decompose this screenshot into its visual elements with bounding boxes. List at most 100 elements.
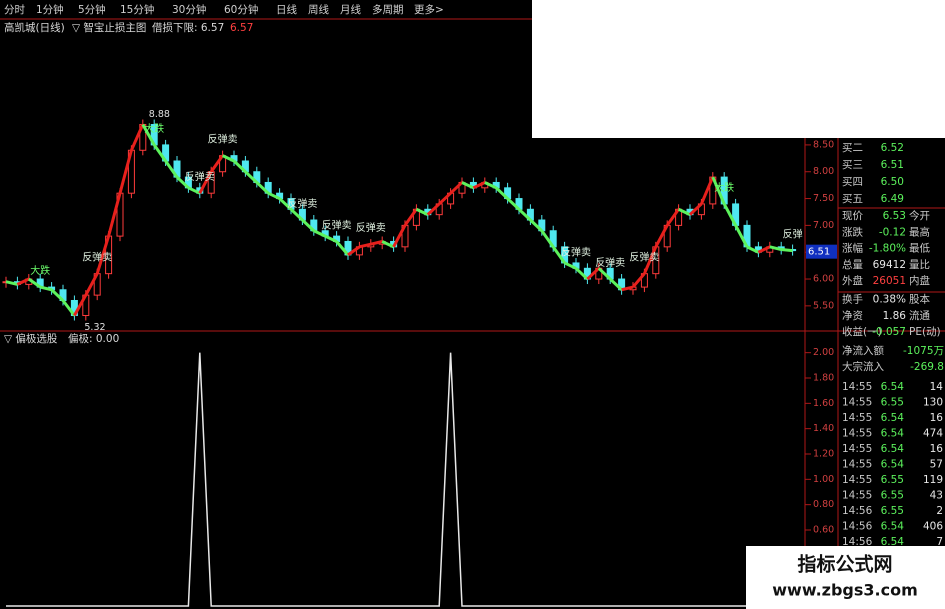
toolbar-tab[interactable]: 月线	[340, 3, 361, 16]
trade-volume: 57	[930, 459, 943, 471]
trend-line	[449, 181, 464, 195]
trend-line	[232, 159, 247, 173]
signal-label: 反弹卖	[287, 197, 317, 210]
trend-line	[472, 181, 486, 190]
trend-line	[643, 246, 658, 275]
trend-line	[438, 192, 452, 206]
toolbar-tab[interactable]: 5分钟	[78, 3, 106, 16]
signal-label: 反弹卖	[356, 221, 386, 234]
flow-value: -269.8	[910, 361, 944, 373]
stat-label: 涨跌	[842, 225, 863, 238]
toolbar-tab[interactable]: 分时	[4, 4, 25, 16]
toolbar-tab[interactable]: 30分钟	[172, 3, 206, 16]
flow-label: 大宗流入	[842, 360, 884, 373]
trend-line	[506, 197, 521, 211]
trade-price: 6.55	[881, 490, 904, 502]
trend-line	[175, 176, 190, 189]
trade-volume: 16	[930, 443, 944, 455]
trade-time: 14:55	[842, 443, 872, 455]
signal-label: 反弹卖	[595, 256, 625, 269]
trend-line	[39, 285, 52, 292]
trend-line	[5, 280, 18, 286]
signal-label: 大跌	[30, 264, 50, 277]
toolbar-tab[interactable]: 多周期	[372, 3, 404, 16]
trend-line	[654, 224, 669, 248]
indicator-value: 偏极: 0.00	[68, 332, 119, 345]
trade-price: 6.54	[881, 412, 905, 424]
trade-volume: 474	[923, 428, 943, 440]
trade-price: 6.54	[881, 443, 905, 455]
trade-volume: 119	[923, 474, 943, 486]
trend-line	[495, 186, 509, 200]
trade-time: 14:55	[842, 428, 872, 440]
trend-line	[597, 267, 612, 281]
trade-volume: 14	[930, 381, 944, 393]
stat-value: 1.86	[883, 310, 907, 322]
trend-line	[61, 299, 76, 317]
stat-label: 量比	[909, 258, 930, 271]
trend-line	[84, 272, 99, 296]
toolbar-tab[interactable]: 周线	[308, 3, 329, 16]
bid-price: 6.50	[881, 176, 904, 188]
toolbar-tab[interactable]: 日线	[276, 3, 297, 16]
y-tick-label: 1.40	[813, 423, 834, 434]
stat-label: PE(动)	[909, 326, 941, 338]
trend-line	[665, 208, 680, 227]
y-tick-label: 1.00	[813, 474, 834, 485]
stat-value: -0.12	[879, 226, 906, 238]
trend-line	[403, 208, 418, 227]
stat-value: 69412	[873, 259, 906, 271]
trade-time: 14:56	[842, 521, 873, 533]
trend-line	[27, 277, 42, 289]
toolbar-tab[interactable]: 60分钟	[224, 3, 258, 16]
trend-line	[574, 267, 589, 281]
stat-value: 6.53	[883, 210, 906, 222]
trend-line	[347, 245, 361, 257]
stop-label: 借损下限: 6.57	[152, 21, 224, 34]
trend-line	[244, 170, 258, 184]
trend-line	[221, 154, 235, 163]
trend-line	[335, 240, 350, 256]
trend-line	[586, 267, 600, 281]
y-tick-label: 5.50	[813, 300, 834, 311]
y-tick-label: 1.80	[813, 373, 834, 384]
blank-area	[532, 0, 945, 138]
stat-label: 最高	[909, 225, 930, 238]
toolbar-tab[interactable]: 1分钟	[36, 3, 64, 16]
y-tick-label: 8.50	[813, 139, 834, 150]
trend-line	[152, 144, 167, 162]
trend-line	[16, 277, 30, 286]
flow-value: -1075万	[903, 345, 944, 357]
trend-line	[324, 234, 338, 243]
trend-line	[73, 294, 88, 317]
stat-label: 外盘	[842, 274, 863, 287]
trend-line	[289, 208, 304, 222]
trade-volume: 7	[936, 536, 943, 548]
trend-line	[209, 154, 224, 173]
bid-price: 6.52	[881, 142, 904, 154]
trend-line	[609, 277, 623, 291]
signal-label: 反弹	[783, 228, 803, 241]
signal-label: 大跌	[714, 181, 734, 194]
y-tick-label: 0.80	[813, 499, 834, 510]
trend-line	[781, 248, 793, 253]
trade-volume: 406	[923, 521, 943, 533]
trade-price: 6.55	[881, 505, 904, 517]
trend-line	[370, 240, 383, 246]
indicator-name: ▽ 智宝止损主图	[72, 21, 146, 34]
trend-line	[722, 203, 737, 227]
toolbar-tab[interactable]: 15分钟	[120, 3, 154, 16]
toolbar-tab[interactable]: 更多>	[414, 3, 444, 16]
trend-line	[255, 181, 270, 195]
stat-label: 涨幅	[842, 242, 863, 255]
trend-line	[381, 240, 395, 249]
trend-line	[746, 245, 760, 254]
trend-line	[107, 192, 122, 237]
trend-line	[95, 235, 111, 275]
bid-label: 买四	[842, 176, 863, 188]
watermark-box	[746, 546, 945, 609]
price-tag: 6.51	[808, 247, 830, 258]
trend-line	[187, 186, 201, 195]
trade-price: 6.55	[881, 397, 904, 409]
trend-line	[711, 176, 726, 205]
